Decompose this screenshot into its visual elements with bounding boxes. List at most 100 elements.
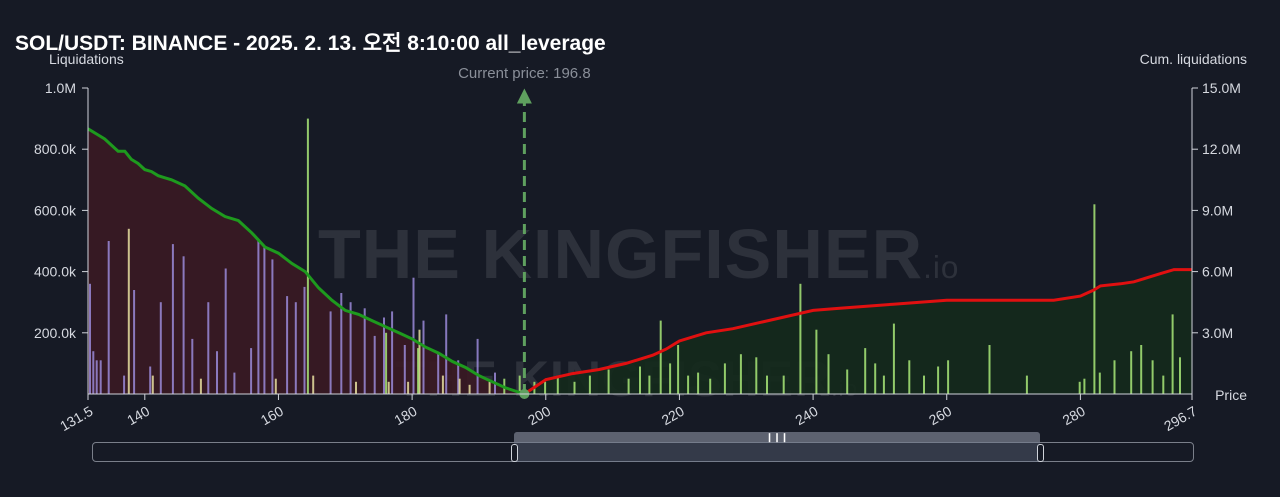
bar-green	[988, 345, 991, 394]
bar-green	[755, 357, 758, 394]
bar-purple	[207, 302, 210, 394]
bar-purple	[303, 286, 306, 394]
bar-purple	[271, 259, 274, 394]
bar-green	[639, 366, 641, 394]
bar-green	[846, 369, 849, 394]
bar-purple	[95, 360, 98, 394]
bar-purple	[133, 290, 136, 394]
y-left-tick-label: 600.0k	[34, 202, 77, 218]
bar-green	[1078, 381, 1081, 394]
bar-green	[1151, 360, 1154, 394]
bar-purple	[250, 348, 253, 394]
bar-green	[923, 375, 925, 394]
bar-purple	[294, 302, 297, 394]
bar-green	[782, 375, 785, 394]
bar-green	[827, 354, 830, 394]
y-right-tick-label: 15.0M	[1202, 80, 1241, 96]
y-right-tick-label: 6.0M	[1202, 264, 1233, 280]
bar-green	[1113, 360, 1116, 394]
bar-purple	[107, 241, 110, 394]
bar-yellow	[355, 381, 357, 394]
y-right-tick-label: 9.0M	[1202, 202, 1233, 218]
bar-yellow	[458, 378, 461, 394]
bar-green	[1171, 314, 1174, 394]
chart-title: SOL/USDT: BINANCE - 2025. 2. 13. 오전 8:10…	[15, 32, 606, 55]
x-tick-label: 260	[926, 403, 954, 429]
x-tick-label: 160	[258, 403, 286, 429]
bar-purple	[340, 293, 343, 394]
y-left-tick-label: 1.0M	[45, 80, 76, 96]
bar-green	[573, 381, 576, 394]
bar-purple	[263, 247, 266, 394]
bar-green	[659, 320, 662, 394]
x-tick-label: 131.5	[57, 403, 96, 434]
range-slider-grip-icon[interactable]: ❙❙❙	[514, 432, 1040, 442]
bar-green	[588, 375, 591, 394]
y-left-tick-label: 800.0k	[34, 141, 77, 157]
bar-green	[937, 366, 940, 394]
short-cum-area	[88, 128, 525, 395]
bar-yellow	[274, 378, 277, 394]
bar-green	[815, 329, 818, 394]
range-slider[interactable]	[92, 442, 1194, 462]
bar-yellow	[418, 329, 421, 394]
bar-purple	[149, 366, 152, 394]
bar-green	[1162, 375, 1165, 394]
bar-green	[882, 375, 885, 394]
bar-yellow	[407, 381, 410, 394]
bar-purple	[171, 244, 174, 394]
x-tick-label: 280	[1060, 403, 1088, 429]
bar-green	[627, 378, 630, 394]
bar-green	[1093, 204, 1096, 394]
y-right-tick-label: 12.0M	[1202, 141, 1241, 157]
bar-green	[306, 118, 309, 394]
bar-yellow	[468, 384, 471, 394]
bar-purple	[224, 268, 227, 394]
range-slider-right-handle[interactable]	[1037, 444, 1044, 462]
bar-green	[1083, 378, 1086, 394]
bar-purple	[422, 320, 425, 394]
x-tick-label: 296.7	[1161, 403, 1200, 434]
bar-green	[677, 345, 680, 394]
bar-purple	[476, 338, 479, 394]
bar-green	[1025, 375, 1028, 394]
bar-purple	[403, 345, 406, 394]
bar-green	[697, 372, 700, 394]
bar-green	[385, 332, 388, 394]
bar-purple	[182, 256, 185, 394]
y-right-axis-title: Cum. liquidations	[1140, 51, 1247, 67]
bar-purple	[445, 314, 448, 394]
bar-purple	[363, 308, 366, 394]
bar-purple	[373, 335, 376, 394]
long-cum-area	[524, 269, 1192, 394]
bar-purple	[412, 277, 415, 394]
bar-green	[1098, 372, 1101, 394]
y-right-tick-label: 3.0M	[1202, 325, 1233, 341]
range-slider-left-handle[interactable]	[511, 444, 518, 462]
bar-purple	[89, 283, 91, 394]
bar-yellow	[199, 378, 202, 394]
bar-green	[1130, 351, 1133, 394]
short-cum-line	[87, 127, 525, 396]
bar-green	[947, 360, 950, 394]
bar-yellow	[488, 381, 491, 394]
bar-green	[1140, 345, 1143, 394]
bar-purple	[286, 296, 289, 394]
x-tick-label: 180	[391, 403, 419, 429]
bar-purple	[457, 360, 460, 394]
bar-purple	[233, 372, 236, 394]
bar-purple	[329, 311, 332, 394]
bar-green	[864, 348, 867, 394]
bar-green	[874, 363, 877, 394]
bar-green	[709, 378, 712, 394]
bar-green	[892, 323, 895, 394]
y-left-tick-label: 400.0k	[34, 264, 77, 280]
long-cum-line	[523, 268, 1192, 396]
bar-purple	[383, 317, 385, 394]
bar-green	[648, 375, 651, 394]
bar-green	[669, 363, 672, 394]
bar-purple	[159, 302, 162, 394]
bar-purple	[349, 302, 352, 394]
x-tick-label: 220	[659, 403, 687, 429]
